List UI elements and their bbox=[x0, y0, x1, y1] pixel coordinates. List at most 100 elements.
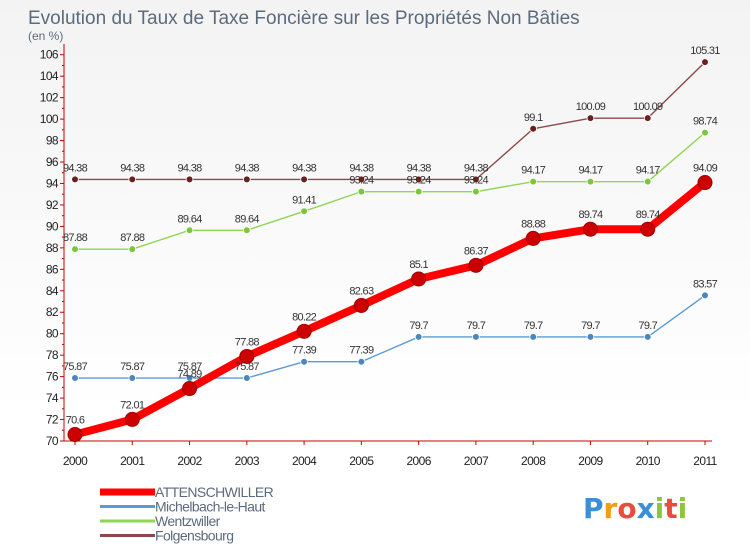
data-point-michelbach-le-haut bbox=[357, 357, 366, 366]
data-point-folgensbourg bbox=[300, 175, 308, 184]
legend: ATTENSCHWILLERMichelbach-le-HautWentzwil… bbox=[100, 484, 274, 544]
data-point-michelbach-le-haut bbox=[529, 333, 537, 341]
y-tick-label: 106 bbox=[40, 48, 59, 62]
data-point-folgensbourg bbox=[472, 175, 480, 184]
data-label-attenschwiller: 88.88 bbox=[521, 218, 546, 230]
data-label-attenschwiller: 85.1 bbox=[409, 259, 428, 271]
x-tick-label: 2004 bbox=[292, 454, 317, 468]
y-tick-label: 78 bbox=[46, 348, 59, 362]
logo-letter: r bbox=[604, 492, 618, 525]
data-point-wentzwiller bbox=[529, 177, 537, 186]
data-point-michelbach-le-haut bbox=[128, 374, 137, 382]
series-line-attenschwiller bbox=[71, 178, 709, 439]
series-line-folgensbourg bbox=[74, 61, 706, 181]
data-label-michelbach-le-haut: 75.87 bbox=[178, 361, 203, 373]
data-point-folgensbourg bbox=[586, 114, 595, 122]
data-point-attenschwiller bbox=[182, 381, 198, 397]
data-label-michelbach-le-haut: 79.7 bbox=[524, 320, 543, 332]
logo-letter: i bbox=[678, 492, 688, 525]
data-point-michelbach-le-haut bbox=[414, 333, 423, 341]
data-label-wentzwiller: 89.64 bbox=[178, 213, 203, 225]
data-label-folgensbourg: 94.38 bbox=[407, 162, 432, 174]
series-line-wentzwiller bbox=[74, 131, 706, 250]
data-label-attenschwiller: 72.01 bbox=[120, 399, 145, 411]
data-label-folgensbourg: 100.09 bbox=[576, 101, 606, 113]
data-label-wentzwiller: 94.17 bbox=[521, 165, 546, 177]
data-point-wentzwiller bbox=[414, 187, 423, 196]
data-point-attenschwiller bbox=[239, 348, 255, 364]
x-tick-label: 2011 bbox=[693, 454, 717, 468]
x-tick-label: 2007 bbox=[464, 454, 489, 468]
data-label-folgensbourg: 94.38 bbox=[464, 162, 489, 174]
x-tick-label: 2010 bbox=[636, 454, 661, 468]
legend-label-attenschwiller: ATTENSCHWILLER bbox=[155, 484, 274, 500]
y-tick-label: 70 bbox=[46, 434, 59, 448]
logo-letter: o bbox=[617, 492, 636, 525]
data-point-wentzwiller bbox=[185, 226, 194, 235]
series-layer bbox=[67, 58, 713, 443]
x-tick-label: 2003 bbox=[235, 454, 260, 468]
y-tick-label: 82 bbox=[46, 305, 59, 319]
data-point-attenschwiller bbox=[697, 175, 713, 191]
data-point-wentzwiller bbox=[586, 177, 595, 186]
y-tick-label: 80 bbox=[46, 327, 59, 341]
data-point-attenschwiller bbox=[411, 271, 427, 287]
x-tick-label: 2001 bbox=[120, 454, 145, 468]
x-tick-label: 2006 bbox=[406, 454, 431, 468]
data-point-folgensbourg bbox=[529, 124, 537, 133]
data-point-attenschwiller bbox=[640, 221, 656, 237]
data-label-wentzwiller: 93.24 bbox=[349, 175, 374, 187]
y-tick-label: 94 bbox=[46, 176, 59, 190]
legend-area bbox=[64, 470, 750, 550]
data-label-michelbach-le-haut: 79.7 bbox=[638, 320, 657, 332]
data-point-michelbach-le-haut bbox=[243, 374, 251, 382]
x-tick-label: 2002 bbox=[177, 454, 202, 468]
data-label-wentzwiller: 93.24 bbox=[407, 175, 432, 187]
data-point-wentzwiller bbox=[643, 177, 652, 186]
data-label-wentzwiller: 91.41 bbox=[292, 194, 317, 206]
data-point-wentzwiller bbox=[300, 207, 308, 216]
data-label-folgensbourg: 94.38 bbox=[349, 162, 374, 174]
x-tick-label: 2008 bbox=[521, 454, 546, 468]
data-label-wentzwiller: 94.17 bbox=[578, 165, 603, 177]
y-tick-label: 104 bbox=[40, 69, 59, 83]
data-label-michelbach-le-haut: 79.7 bbox=[409, 320, 428, 332]
data-point-folgensbourg bbox=[243, 175, 251, 184]
legend-label-wentzwiller: Wentzwiller bbox=[155, 513, 221, 529]
data-label-attenschwiller: 77.88 bbox=[235, 336, 260, 348]
data-point-folgensbourg bbox=[701, 58, 709, 66]
y-tick-label: 90 bbox=[46, 219, 59, 233]
data-point-wentzwiller bbox=[357, 187, 366, 196]
x-tick-label: 2005 bbox=[349, 454, 374, 468]
data-label-folgensbourg: 94.38 bbox=[178, 162, 203, 174]
data-label-michelbach-le-haut: 79.7 bbox=[581, 320, 600, 332]
data-label-michelbach-le-haut: 77.39 bbox=[292, 345, 317, 357]
data-label-attenschwiller: 86.37 bbox=[464, 245, 489, 257]
data-label-attenschwiller: 82.63 bbox=[349, 285, 374, 297]
data-point-wentzwiller bbox=[71, 245, 79, 253]
data-label-attenschwiller: 89.74 bbox=[636, 209, 661, 221]
x-tick-label: 2000 bbox=[63, 454, 88, 468]
legend-label-michelbach-le-haut: Michelbach-le-Haut bbox=[155, 499, 266, 515]
data-point-attenschwiller bbox=[296, 323, 312, 339]
chart-subtitle: (en %) bbox=[28, 29, 63, 43]
data-point-michelbach-le-haut bbox=[71, 374, 79, 382]
data-point-michelbach-le-haut bbox=[643, 333, 652, 341]
y-tick-label: 88 bbox=[46, 241, 59, 255]
data-point-michelbach-le-haut bbox=[586, 333, 595, 341]
data-label-michelbach-le-haut: 83.57 bbox=[693, 278, 718, 290]
data-point-folgensbourg bbox=[71, 175, 79, 184]
data-point-attenschwiller bbox=[67, 427, 83, 443]
y-tick-label: 86 bbox=[46, 262, 59, 276]
data-label-michelbach-le-haut: 75.87 bbox=[63, 361, 88, 373]
data-point-folgensbourg bbox=[357, 175, 366, 184]
data-point-michelbach-le-haut bbox=[472, 333, 480, 341]
logo-letter: i bbox=[655, 492, 665, 525]
y-tick-label: 98 bbox=[46, 134, 59, 148]
y-tick-label: 74 bbox=[46, 391, 59, 405]
data-point-attenschwiller bbox=[468, 257, 484, 273]
axes: 70 72 74 76 78 80 82 84 86 88 90 92 94 96 98 100 102 104 1… bbox=[40, 44, 718, 468]
data-point-attenschwiller bbox=[582, 221, 598, 237]
